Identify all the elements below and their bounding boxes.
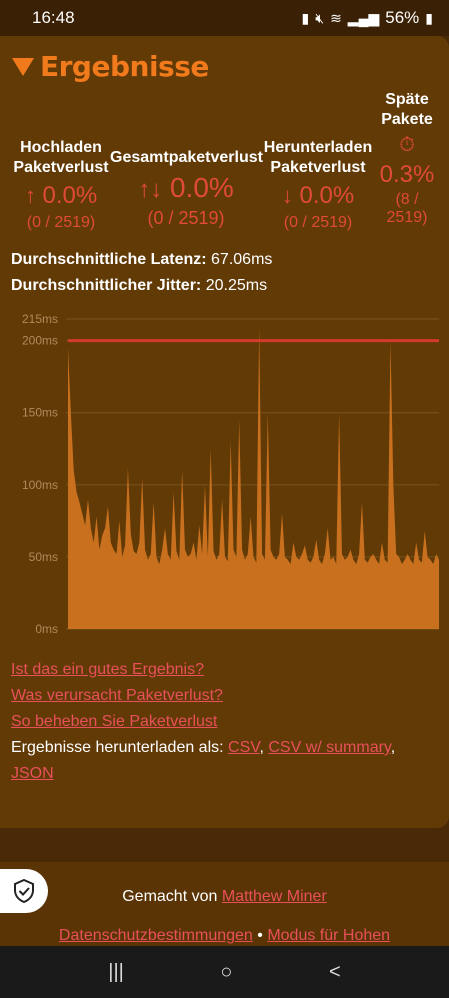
privacy-shield-button[interactable]: [0, 869, 48, 913]
home-button[interactable]: ○: [220, 960, 233, 983]
late-packets-value: 0.3%: [379, 161, 435, 188]
footer: [0, 862, 449, 946]
made-by-label: Gemacht von: [122, 888, 218, 905]
battery-level: 56%: [385, 8, 420, 27]
upload-loss-value: 0.0%: [42, 182, 98, 209]
status-icons: ▮ 🔇︎ ≋ ▂▄▆ 56% ▮: [302, 8, 433, 28]
upload-loss-value-row: ↑ 0.0%: [6, 182, 116, 210]
recent-apps-button[interactable]: |||: [108, 960, 124, 983]
late-packets-label-line2: Pakete: [381, 111, 433, 128]
wifi-icon: ≋: [330, 9, 342, 26]
results-header[interactable]: Ergebnisse: [12, 50, 209, 83]
mode-link[interactable]: Modus für Hohen: [267, 927, 391, 944]
y-tick-label: 50ms: [29, 550, 58, 564]
shield-check-icon: [14, 879, 34, 903]
loss-cause-link[interactable]: Was verursacht Paketverlust?: [11, 687, 223, 704]
total-loss-metric: Gesamtpaketverlust ↑↓ 0.0% (0 / 2519): [110, 148, 263, 229]
battery-icon: ▮: [425, 9, 433, 26]
late-packets-count-line2: 2519): [386, 209, 428, 226]
back-button[interactable]: <: [329, 960, 341, 983]
download-loss-metric: Herunterladen Paketverlust ↓ 0.0% (0 / 2…: [261, 138, 375, 232]
download-loss-value-row: ↓ 0.0%: [261, 182, 375, 210]
good-result-link[interactable]: Ist das ein gutes Ergebnis?: [11, 661, 205, 678]
download-loss-value: 0.0%: [299, 182, 355, 209]
stopwatch-icon: ⏱: [399, 134, 415, 156]
y-tick-label: 100ms: [22, 478, 58, 492]
footer-separator: •: [257, 927, 263, 944]
up-down-arrow-icon: ↑↓: [138, 176, 163, 203]
status-bar: 16:48 ▮ 🔇︎ ≋ ▂▄▆ 56% ▮: [0, 0, 449, 36]
down-arrow-icon: ↓: [281, 183, 293, 208]
system-nav-bar: ||| ○ <: [0, 946, 449, 998]
json-link[interactable]: JSON: [11, 765, 54, 782]
y-tick-label: 215ms: [22, 312, 58, 326]
total-loss-label: Gesamtpaketverlust: [110, 149, 263, 166]
latency-row: Durchschnittliche Latenz: 67.06ms: [11, 250, 272, 270]
late-packets-metric: Späte Pakete ⏱ 0.3% (8 / 2519): [372, 90, 442, 227]
up-arrow-icon: ↑: [24, 183, 36, 208]
download-results-row: Ergebnisse herunterladen als: CSV, CSV w…: [11, 739, 396, 782]
latency-value: 67.06ms: [211, 251, 273, 268]
upload-loss-label-line2: Paketverlust: [13, 159, 109, 176]
late-packets-count-line1: (8 /: [395, 191, 419, 208]
y-tick-label: 200ms: [22, 334, 58, 348]
latency-label: Durchschnittliche Latenz:: [11, 251, 207, 268]
mute-icon: 🔇︎: [315, 9, 325, 26]
download-loss-count: (0 / 2519): [283, 214, 353, 231]
footer-links: Datenschutzbestimmungen • Modus für Hohe…: [0, 927, 449, 945]
links-section: Ist das ein gutes Ergebnis? Was verursac…: [11, 657, 441, 787]
loss-fix-link[interactable]: So beheben Sie Paketverlust: [11, 713, 218, 730]
download-loss-label-line2: Paketverlust: [270, 159, 366, 176]
status-time: 16:48: [32, 8, 75, 27]
upload-loss-count: (0 / 2519): [26, 214, 96, 231]
footer-credit: Gemacht von Matthew Miner: [0, 888, 449, 906]
csv-link[interactable]: CSV: [228, 739, 260, 756]
jitter-value: 20.25ms: [205, 277, 268, 294]
y-tick-label: 150ms: [22, 406, 58, 420]
total-loss-value: 0.0%: [169, 172, 234, 203]
upload-loss-label-line1: Hochladen: [20, 139, 102, 156]
jitter-row: Durchschnittlicher Jitter: 20.25ms: [11, 276, 267, 296]
lock-icon: ▮: [301, 9, 310, 26]
results-title: Ergebnisse: [40, 50, 209, 83]
upload-loss-metric: Hochladen Paketverlust ↑ 0.0% (0 / 2519): [6, 138, 116, 232]
download-results-label: Ergebnisse herunterladen als:: [11, 739, 224, 756]
late-packets-label-line1: Späte: [385, 91, 429, 108]
jitter-label: Durchschnittlicher Jitter:: [11, 277, 202, 294]
latency-chart: 0ms 50ms 100ms 150ms 200ms 215ms: [22, 312, 439, 636]
total-loss-value-row: ↑↓ 0.0%: [110, 172, 262, 204]
signal-icon: ▂▄▆: [347, 9, 380, 26]
latency-area-series: [68, 326, 439, 629]
privacy-link[interactable]: Datenschutzbestimmungen: [58, 927, 253, 944]
results-card: Ergebnisse Hochladen Paketverlust ↑ 0.0%…: [0, 36, 449, 828]
collapse-triangle-icon[interactable]: [12, 57, 34, 76]
total-loss-count: (0 / 2519): [147, 208, 225, 228]
author-link[interactable]: Matthew Miner: [221, 888, 327, 905]
download-loss-label-line1: Herunterladen: [263, 139, 373, 156]
csv-summary-link[interactable]: CSV w/ summary: [268, 739, 391, 756]
y-tick-label: 0ms: [35, 622, 58, 636]
